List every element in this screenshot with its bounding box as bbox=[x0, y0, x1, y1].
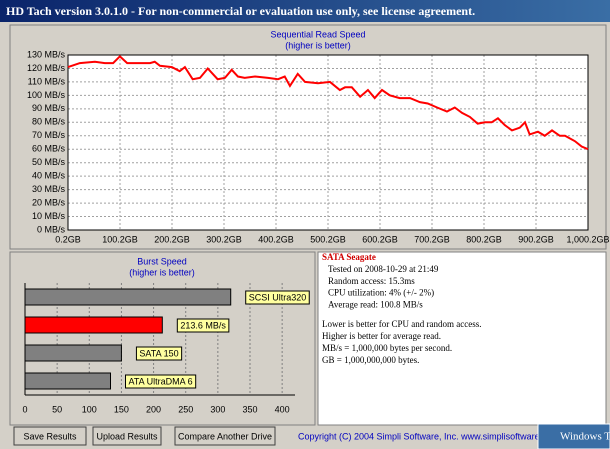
y-tick-label: 120 MB/s bbox=[27, 63, 66, 73]
bar-label: SCSI Ultra320 bbox=[249, 292, 307, 302]
y-tick-label: 100 MB/s bbox=[27, 90, 66, 100]
x-tick-label: 100 bbox=[82, 404, 97, 414]
x-tick-label: 0 bbox=[22, 404, 27, 414]
drive-name: SATA Seagate bbox=[322, 252, 376, 262]
y-tick-label: 10 MB/s bbox=[32, 211, 66, 221]
y-tick-label: 0 MB/s bbox=[37, 224, 66, 234]
window-title: HD Tach version 3.0.1.0 - For non-commer… bbox=[6, 4, 475, 18]
burst-title: Burst Speed bbox=[137, 256, 187, 266]
info-panel bbox=[317, 251, 607, 426]
x-tick-label: 0.2GB bbox=[55, 234, 81, 244]
bar bbox=[24, 316, 163, 334]
x-tick-label: 300.2GB bbox=[206, 234, 242, 244]
x-tick-label: 400.2GB bbox=[258, 234, 294, 244]
button-label: Save Results bbox=[23, 431, 77, 441]
x-tick-label: 300 bbox=[210, 404, 225, 414]
bar bbox=[24, 344, 122, 362]
button[interactable] bbox=[174, 426, 276, 446]
x-tick-label: 600.2GB bbox=[362, 234, 398, 244]
bar-label-box bbox=[176, 318, 230, 333]
button[interactable] bbox=[92, 426, 162, 446]
read-title: Sequential Read Speed bbox=[270, 29, 365, 39]
x-tick-label: 800.2GB bbox=[466, 234, 502, 244]
x-tick-label: 400 bbox=[275, 404, 290, 414]
taskbar-button[interactable] bbox=[537, 423, 610, 449]
bar-label: ATA UltraDMA 6 bbox=[129, 376, 193, 386]
x-tick-label: 500.2GB bbox=[310, 234, 346, 244]
y-tick-label: 80 MB/s bbox=[32, 117, 66, 127]
info-note: MB/s = 1,000,000 bytes per second. bbox=[322, 343, 452, 353]
burst-subtitle: (higher is better) bbox=[129, 267, 195, 277]
button[interactable] bbox=[13, 426, 87, 446]
y-tick-label: 40 MB/s bbox=[32, 171, 66, 181]
button-label: Upload Results bbox=[96, 431, 158, 441]
x-tick-label: 250 bbox=[178, 404, 193, 414]
x-tick-label: 350 bbox=[242, 404, 257, 414]
y-tick-label: 130 MB/s bbox=[27, 49, 66, 59]
y-tick-label: 60 MB/s bbox=[32, 144, 66, 154]
info-line: Tested on 2008-10-29 at 21:49 bbox=[328, 264, 439, 274]
bar-label-box bbox=[245, 290, 310, 305]
bar bbox=[24, 288, 232, 306]
plot-frame bbox=[67, 54, 589, 231]
bar-label: SATA 150 bbox=[139, 348, 178, 358]
y-tick-label: 30 MB/s bbox=[32, 184, 66, 194]
bar-label-box bbox=[135, 346, 183, 361]
y-tick-label: 110 MB/s bbox=[28, 76, 66, 86]
x-tick-label: 150 bbox=[114, 404, 129, 414]
button-label: Compare Another Drive bbox=[178, 431, 272, 441]
x-tick-label: 100.2GB bbox=[102, 234, 138, 244]
x-tick-label: 1,000.2GB bbox=[566, 234, 609, 244]
x-tick-label: 900.2GB bbox=[518, 234, 554, 244]
info-line: CPU utilization: 4% (+/- 2%) bbox=[328, 288, 434, 298]
x-tick-label: 200 bbox=[146, 404, 161, 414]
bar bbox=[24, 372, 111, 390]
info-line: Average read: 100.8 MB/s bbox=[328, 299, 423, 309]
bar-label: 213.6 MB/s bbox=[180, 320, 226, 330]
y-tick-label: 20 MB/s bbox=[32, 197, 66, 207]
title-bar bbox=[0, 0, 610, 22]
read-subtitle: (higher is better) bbox=[285, 40, 351, 50]
taskbar-label: Windows T bbox=[560, 431, 610, 443]
x-tick-label: 200.2GB bbox=[154, 234, 190, 244]
info-line: Random access: 15.3ms bbox=[328, 276, 415, 286]
x-tick-label: 700.2GB bbox=[414, 234, 450, 244]
info-note: Lower is better for CPU and random acces… bbox=[322, 319, 481, 329]
info-note: Higher is better for average read. bbox=[322, 331, 441, 341]
copyright: Copyright (C) 2004 Simpli Software, Inc.… bbox=[298, 431, 559, 441]
y-tick-label: 90 MB/s bbox=[32, 103, 66, 113]
y-tick-label: 50 MB/s bbox=[32, 157, 66, 167]
y-tick-label: 70 MB/s bbox=[32, 130, 66, 140]
bar-label-box bbox=[125, 374, 197, 389]
x-tick-label: 50 bbox=[52, 404, 62, 414]
read-line bbox=[67, 54, 589, 151]
info-note: GB = 1,000,000,000 bytes. bbox=[322, 355, 419, 365]
